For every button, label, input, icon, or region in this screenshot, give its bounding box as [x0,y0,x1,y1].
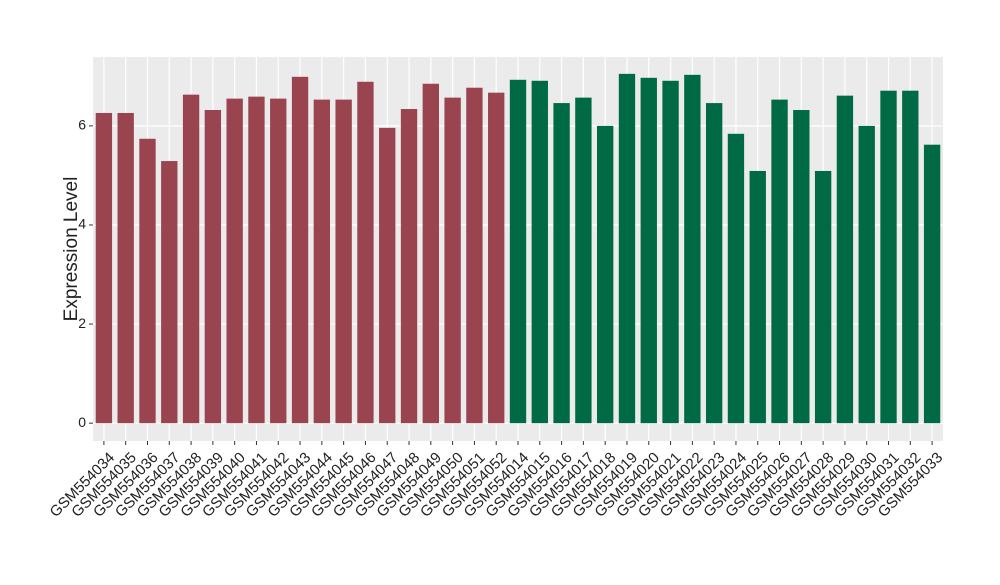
bar [422,83,439,424]
bar [161,161,178,424]
bar [139,138,156,424]
bar [531,80,548,424]
bar [640,77,657,424]
bar [182,94,200,424]
bar [684,74,701,424]
bar [400,109,418,424]
bar [444,97,461,424]
bar [379,127,396,424]
bar [858,125,875,424]
bar [226,98,243,424]
bar [902,90,919,424]
bar [313,99,331,424]
bar [880,90,897,424]
bar [749,170,766,424]
bar [270,98,287,424]
bar [335,99,352,424]
bar [923,144,941,424]
y-tick-label: 6 [78,117,86,133]
bar [291,76,309,424]
bar [248,96,265,424]
bar [836,95,854,424]
bar [618,73,636,424]
bar [553,103,570,424]
y-tick-label: 4 [78,216,86,232]
bar [793,110,810,424]
bar [597,125,614,424]
bar [357,81,374,424]
y-tick-label: 2 [78,315,86,331]
bar [705,103,723,424]
bar [727,133,745,424]
bar [814,170,832,424]
bar [466,87,483,424]
bar [771,99,788,424]
bar [95,112,113,424]
bar [575,97,592,424]
bar [488,92,505,424]
bar [204,110,222,424]
bar [509,79,527,424]
y-axis-title: Expression Level [61,177,82,322]
bar [117,112,134,424]
y-tick-label: 0 [78,414,86,430]
bar [662,80,679,424]
